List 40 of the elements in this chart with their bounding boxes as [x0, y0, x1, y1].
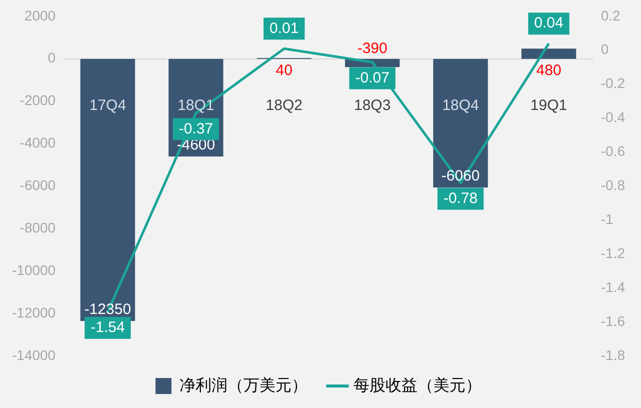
data-label: -6060	[441, 168, 480, 185]
data-label: -12350	[84, 301, 132, 318]
y2-tick-label: -1.4	[600, 278, 626, 295]
x-tick-label: 17Q4	[89, 96, 126, 114]
y2-tick-label: -0.2	[600, 75, 626, 92]
y-tick-label: 2000	[24, 7, 56, 24]
y-tick-label: -10000	[12, 262, 56, 278]
y-tick-label: -4000	[20, 134, 56, 151]
y2-tick-label: -0.8	[600, 177, 626, 194]
data-label: -0.78	[443, 190, 478, 207]
x-tick-label: 18Q3	[354, 96, 391, 114]
y-tick-label: -2000	[20, 92, 56, 108]
data-label: -0.07	[355, 69, 390, 86]
y2-tick-label: -0.6	[600, 143, 626, 160]
x-tick-label: 18Q2	[266, 96, 302, 114]
y2-tick-label: -0.4	[600, 109, 626, 126]
y-tick-label: -12000	[12, 304, 56, 320]
data-label: 480	[536, 62, 562, 79]
legend-label: 每股收益（美元）	[354, 376, 482, 394]
legend-label: 净利润（万美元）	[180, 376, 308, 394]
data-label: -0.37	[178, 120, 214, 138]
y-tick-label: 0	[48, 50, 56, 66]
y2-tick-label: 0	[600, 41, 609, 58]
x-tick-label: 19Q1	[530, 96, 568, 114]
data-label: 40	[276, 62, 292, 79]
data-label: 0.01	[270, 20, 299, 37]
y-tick-label: -6000	[20, 177, 56, 194]
y2-tick-label: -1	[600, 211, 614, 228]
y2-tick-label: -1.2	[600, 244, 626, 261]
y-tick-label: -8000	[20, 220, 56, 236]
y2-tick-label: -1.8	[600, 346, 626, 363]
data-label: -390	[357, 40, 388, 57]
x-tick-label: 18Q1	[178, 96, 214, 114]
data-label: -1.54	[90, 318, 125, 336]
y2-tick-label: 0.2	[600, 7, 621, 24]
x-tick-label: 18Q4	[442, 96, 479, 114]
data-label: 0.04	[534, 14, 564, 32]
y2-tick-label: -1.6	[600, 312, 626, 329]
bar	[521, 48, 576, 59]
y-tick-label: -14000	[12, 346, 56, 363]
